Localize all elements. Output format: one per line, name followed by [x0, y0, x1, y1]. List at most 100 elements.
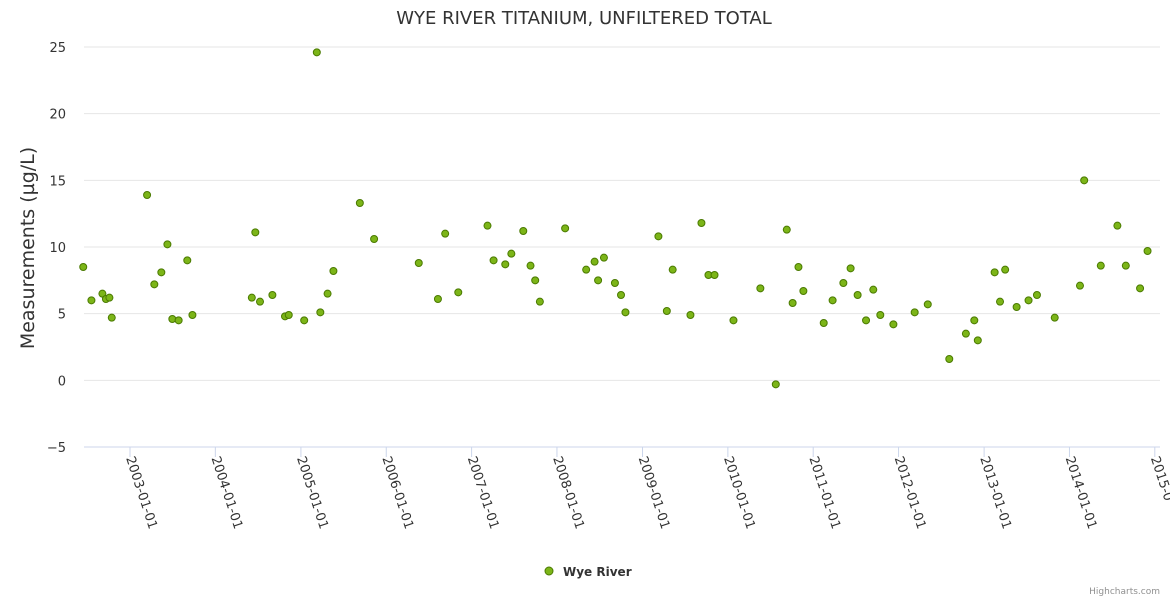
- data-point[interactable]: [323, 289, 332, 298]
- legend-marker[interactable]: [544, 566, 554, 576]
- data-point[interactable]: [756, 284, 765, 293]
- data-point[interactable]: [819, 319, 828, 327]
- data-point[interactable]: [621, 308, 630, 317]
- data-point[interactable]: [788, 299, 797, 307]
- data-point[interactable]: [1113, 221, 1122, 230]
- data-point[interactable]: [1121, 261, 1130, 270]
- x-tick-label: 2007-01-01: [464, 455, 502, 531]
- data-point[interactable]: [268, 291, 277, 299]
- data-point[interactable]: [507, 249, 516, 258]
- legend[interactable]: Wye River: [544, 565, 632, 579]
- data-point[interactable]: [247, 293, 256, 302]
- data-point[interactable]: [255, 297, 264, 306]
- data-point[interactable]: [1080, 176, 1089, 185]
- data-point[interactable]: [990, 268, 999, 277]
- data-point[interactable]: [535, 297, 544, 306]
- data-point[interactable]: [284, 311, 293, 319]
- data-point[interactable]: [862, 316, 871, 325]
- data-point[interactable]: [1075, 281, 1084, 290]
- data-point[interactable]: [668, 265, 677, 274]
- data-point[interactable]: [1096, 261, 1105, 270]
- data-point[interactable]: [531, 276, 540, 285]
- data-point[interactable]: [599, 253, 608, 262]
- data-point[interactable]: [1012, 303, 1021, 311]
- data-point[interactable]: [582, 265, 591, 274]
- data-point[interactable]: [329, 267, 338, 275]
- data-point[interactable]: [414, 259, 423, 267]
- data-point[interactable]: [594, 276, 603, 285]
- data-point[interactable]: [923, 300, 932, 309]
- data-point[interactable]: [889, 320, 898, 329]
- data-point[interactable]: [1024, 296, 1033, 305]
- data-point[interactable]: [105, 293, 114, 302]
- data-point[interactable]: [945, 355, 954, 363]
- data-point[interactable]: [853, 291, 862, 299]
- chart-title: WYE RIVER TITANIUM, UNFILTERED TOTAL: [396, 8, 772, 29]
- data-point[interactable]: [300, 316, 309, 325]
- data-point[interactable]: [251, 228, 260, 237]
- data-point[interactable]: [454, 288, 463, 297]
- data-point[interactable]: [489, 256, 498, 265]
- data-point[interactable]: [617, 291, 626, 299]
- y-tick-label: 20: [49, 108, 66, 123]
- data-point[interactable]: [794, 263, 803, 271]
- data-point[interactable]: [143, 191, 152, 199]
- data-point[interactable]: [729, 316, 738, 325]
- x-tick-label: 2010-01-01: [720, 455, 758, 531]
- data-point[interactable]: [483, 221, 492, 230]
- data-point[interactable]: [526, 261, 535, 270]
- data-point[interactable]: [828, 296, 837, 305]
- data-point[interactable]: [1143, 247, 1152, 255]
- data-point[interactable]: [697, 219, 706, 227]
- data-point[interactable]: [710, 271, 719, 279]
- data-point[interactable]: [183, 256, 192, 265]
- data-point[interactable]: [799, 287, 808, 295]
- data-point[interactable]: [610, 279, 619, 287]
- data-point[interactable]: [150, 280, 159, 289]
- data-point[interactable]: [686, 311, 695, 319]
- legend-item-label[interactable]: Wye River: [563, 565, 632, 579]
- data-point[interactable]: [970, 316, 979, 325]
- data-point[interactable]: [876, 311, 885, 319]
- y-tick-label: 5: [58, 308, 66, 323]
- data-point[interactable]: [1050, 313, 1059, 322]
- data-point[interactable]: [1001, 265, 1010, 274]
- grid-lines: [84, 46, 1160, 448]
- y-tick-label: 10: [49, 241, 66, 256]
- data-point[interactable]: [441, 229, 450, 238]
- data-point[interactable]: [654, 232, 663, 241]
- data-point[interactable]: [996, 297, 1005, 306]
- data-point[interactable]: [771, 380, 780, 389]
- data-point[interactable]: [316, 308, 325, 317]
- data-point[interactable]: [79, 263, 88, 271]
- series-wye-river[interactable]: [79, 48, 1152, 389]
- data-point[interactable]: [590, 257, 599, 266]
- data-point[interactable]: [519, 227, 528, 235]
- data-point[interactable]: [910, 308, 919, 317]
- data-point[interactable]: [1032, 291, 1041, 299]
- data-point[interactable]: [87, 296, 96, 305]
- data-point[interactable]: [157, 268, 166, 277]
- data-point[interactable]: [433, 295, 442, 303]
- data-point[interactable]: [168, 315, 177, 323]
- data-point[interactable]: [370, 235, 379, 243]
- data-point[interactable]: [846, 264, 855, 273]
- x-tick-label: 2008-01-01: [549, 455, 587, 531]
- data-point[interactable]: [869, 285, 878, 294]
- credits-link[interactable]: Highcharts.com: [1089, 587, 1160, 597]
- data-point[interactable]: [662, 307, 671, 315]
- data-point[interactable]: [174, 316, 183, 325]
- data-point[interactable]: [973, 336, 982, 345]
- x-tick-label: 2003-01-01: [122, 455, 160, 531]
- data-point[interactable]: [561, 224, 570, 233]
- data-point[interactable]: [163, 240, 172, 249]
- data-point[interactable]: [188, 311, 197, 319]
- data-point[interactable]: [1136, 284, 1145, 293]
- data-point[interactable]: [961, 329, 970, 338]
- data-point[interactable]: [501, 260, 510, 269]
- data-point[interactable]: [839, 279, 848, 287]
- data-point[interactable]: [782, 225, 791, 234]
- data-point[interactable]: [107, 313, 116, 322]
- data-point[interactable]: [312, 48, 321, 57]
- data-point[interactable]: [355, 199, 364, 207]
